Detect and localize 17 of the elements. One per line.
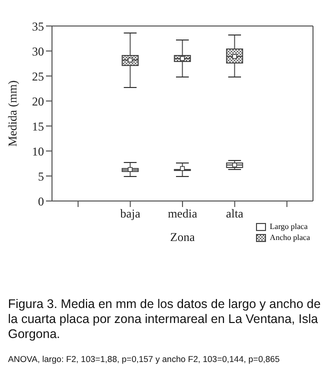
x-tick-label: alta — [226, 206, 244, 221]
y-tick-label: 5 — [38, 169, 44, 184]
x-axis-title: Zona — [170, 230, 196, 244]
y-tick-label: 25 — [32, 69, 44, 84]
text: Figura 3. Media en mm de los datos de largo y ancho de la cuarta placa por zona intermareal en La Ventana, Isla Gorgona. — [8, 297, 322, 342]
legend-label: Ancho placa — [270, 232, 310, 243]
x-tick-label: baja — [120, 206, 141, 221]
y-tick-label: 15 — [32, 119, 44, 134]
y-axis-title: Medida (mm) — [5, 80, 20, 147]
legend-label: Largo placa — [270, 221, 308, 232]
text: ANOVA, largo: F2, 103=1,88, p=0,157 y ancho F2, 103=0,144, p=0,865 — [8, 354, 281, 364]
y-tick-label: 20 — [32, 94, 44, 108]
y-tick-label: 30 — [32, 44, 44, 58]
y-tick-label: 35 — [32, 19, 44, 34]
x-tick-label: media — [168, 206, 198, 221]
y-tick-label: 0 — [38, 194, 44, 208]
y-tick-label: 10 — [32, 144, 44, 158]
